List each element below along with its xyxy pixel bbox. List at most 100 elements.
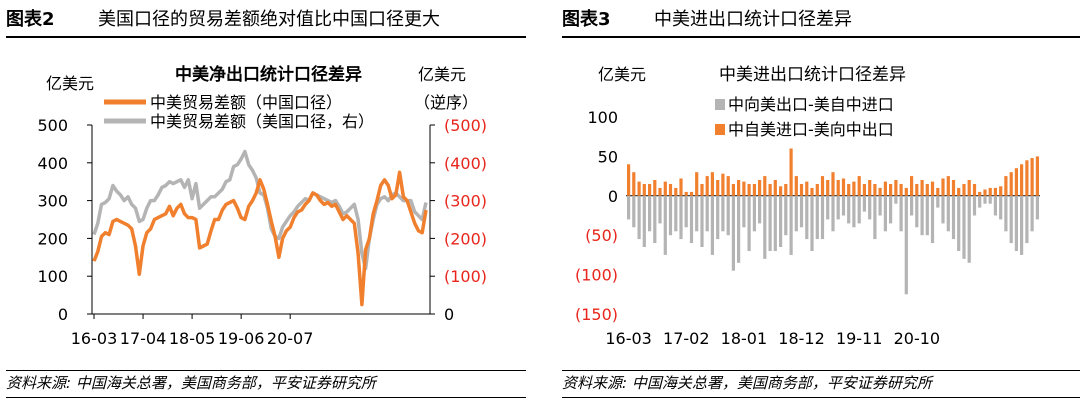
y2-tick-label: 0 — [444, 305, 454, 324]
bar-gray — [946, 195, 950, 232]
bar-gray — [878, 195, 882, 216]
bar-gray — [847, 195, 851, 224]
bar-orange — [710, 172, 714, 196]
bar-gray — [768, 195, 772, 251]
x-tick-label: 18-01 — [721, 329, 768, 348]
bar-gray — [784, 195, 788, 236]
bar-gray — [674, 195, 678, 232]
bar-orange — [768, 184, 772, 196]
bar-orange — [758, 180, 762, 196]
bar-gray — [810, 195, 814, 251]
bar-gray — [957, 195, 961, 251]
y-tick-label: (50) — [585, 226, 618, 245]
figure-right: 图表3 中美进出口统计口径差异 亿美元 中美进出口统计口径差异 中向美出口-美自… — [556, 0, 1080, 404]
bar-orange — [815, 184, 819, 196]
source-note: 资料来源: 中国海关总署，美国商务部，平安证券研究所 — [562, 370, 1080, 398]
x-tick-label: 16-03 — [71, 329, 118, 348]
bar-gray — [930, 195, 935, 244]
bar-gray — [758, 195, 762, 224]
bar-gray — [705, 195, 709, 232]
bar-orange — [894, 180, 898, 196]
y-tick-label: 500 — [37, 116, 68, 135]
bar-orange — [930, 181, 935, 196]
figure-left: 图表2 美国口径的贸易差额绝对值比中国口径更大 亿美元 亿美元 （逆序） 中美净… — [0, 0, 526, 404]
bar-orange — [826, 180, 830, 196]
bar-gray — [873, 195, 877, 240]
bar-gray — [962, 195, 966, 259]
bar-gray — [862, 195, 866, 212]
bar-orange — [925, 184, 929, 196]
y2-tick-label: (300) — [444, 192, 487, 211]
bar-orange — [920, 180, 924, 196]
y-tick-label: 0 — [608, 187, 618, 206]
bar-gray — [658, 195, 662, 224]
bar-gray — [836, 195, 840, 220]
bar-gray — [936, 195, 940, 208]
bar-orange — [752, 184, 756, 196]
bar-gray — [978, 195, 982, 208]
bar-gray — [899, 195, 903, 232]
x-tick-label: 20-07 — [267, 329, 314, 348]
bar-orange — [721, 173, 725, 196]
bar-gray — [999, 195, 1003, 220]
bar-orange — [1020, 164, 1024, 196]
bar-gray — [993, 195, 997, 216]
figure-title: 中美进出口统计口径差异 — [654, 9, 852, 30]
bar-orange — [1025, 160, 1029, 196]
y2-tick-label: (100) — [444, 267, 487, 286]
bar-gray — [700, 195, 704, 247]
bar-gray — [779, 195, 783, 247]
bar-orange — [1030, 158, 1034, 196]
bar-orange — [910, 176, 914, 196]
bar-orange — [1004, 176, 1008, 196]
x-tick-label: 17-04 — [120, 329, 167, 348]
line-chart: 亿美元 亿美元 （逆序） 中美净出口统计口径差异 中美贸易差额（中国口径） 中美… — [37, 64, 487, 348]
bar-orange — [904, 187, 908, 196]
x-tick-label: 19-11 — [836, 329, 883, 348]
y2-axis-label: 亿美元 — [418, 65, 466, 84]
x-tick-label: 20-10 — [894, 329, 941, 348]
y-tick-label: 400 — [37, 154, 68, 173]
bar-orange — [883, 181, 887, 196]
bar-orange — [862, 184, 866, 196]
y-tick-label: 200 — [37, 229, 68, 248]
figure-title: 美国口径的贸易差额绝对值比中国口径更大 — [98, 9, 440, 30]
x-tick-label: 18-05 — [169, 329, 216, 348]
bar-gray — [716, 195, 720, 240]
bar-gray — [820, 195, 825, 240]
bar-orange — [915, 184, 919, 196]
y2-axis-note: （逆序） — [414, 93, 478, 112]
bar-gray — [915, 195, 919, 228]
bar-chart: 亿美元 中美进出口统计口径差异 中向美出口-美自中进口 中自美进口-美向中出口 … — [575, 65, 1040, 348]
bar-gray — [726, 195, 730, 236]
bar-orange — [668, 184, 673, 196]
bar-orange — [1014, 168, 1018, 196]
bar-orange — [847, 184, 851, 196]
bar-orange — [627, 164, 631, 196]
bar-orange — [773, 180, 777, 196]
y-tick-label: 100 — [587, 108, 618, 127]
bar-gray — [752, 195, 756, 232]
chart-title: 中美净出口统计口径差异 — [175, 64, 362, 85]
y-tick-label: 300 — [37, 192, 68, 211]
bar-gray — [668, 195, 673, 236]
bar-orange — [967, 180, 971, 196]
bar-orange — [1035, 156, 1039, 196]
bar-orange — [1009, 172, 1013, 196]
y-tick-label: 100 — [37, 267, 68, 286]
bar-orange — [873, 184, 877, 196]
bar-orange — [799, 184, 804, 196]
legend-label-us: 中美贸易差额（美国口径，右） — [150, 112, 374, 131]
bar-orange — [988, 187, 992, 196]
bar-orange — [820, 176, 825, 196]
bar-gray — [805, 195, 809, 240]
bar-orange — [779, 186, 783, 196]
bar-gray — [941, 195, 945, 224]
bar-gray — [721, 195, 725, 232]
bar-gray — [889, 195, 893, 224]
y-axis-label: 亿美元 — [598, 65, 646, 84]
bar-gray — [632, 195, 636, 228]
y-tick-label: 0 — [58, 305, 68, 324]
bar-orange — [737, 180, 741, 196]
bar-gray — [815, 195, 819, 240]
